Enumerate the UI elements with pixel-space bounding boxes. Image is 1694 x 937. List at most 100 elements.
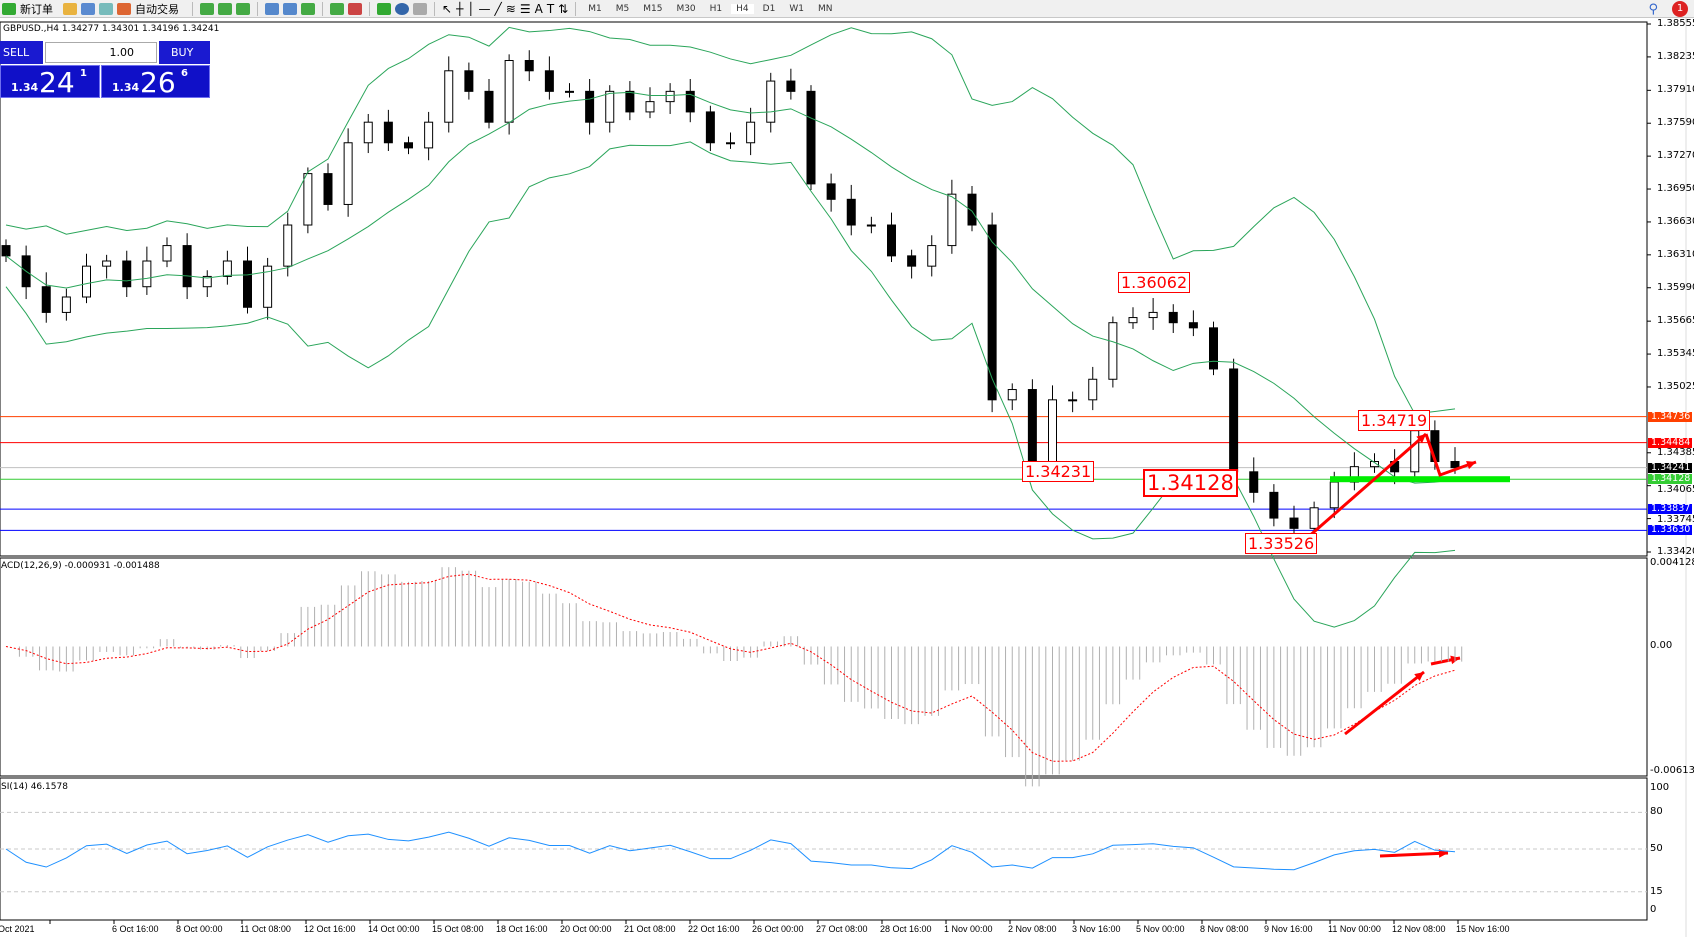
candle-body xyxy=(1309,507,1319,529)
price-axis-label: 1.34385 xyxy=(1657,446,1694,458)
channel-icon[interactable]: ≋ xyxy=(505,1,516,16)
text-icon[interactable]: A xyxy=(534,1,543,16)
auto-trading-button[interactable]: 自动交易 xyxy=(135,2,179,16)
timeframe-h1[interactable]: H1 xyxy=(709,3,723,14)
buy-button[interactable]: BUY xyxy=(159,41,210,64)
price-axis-label: 1.35345 xyxy=(1657,348,1694,360)
arrows-icon[interactable]: ⇅ xyxy=(558,1,569,16)
rsi-axis-label: 80 xyxy=(1650,806,1663,818)
search-icon[interactable]: ⚲ xyxy=(1648,1,1658,17)
candle-body xyxy=(484,90,494,123)
candle-body xyxy=(61,296,71,313)
rsi-axis-label: 100 xyxy=(1650,782,1670,793)
buy-price[interactable]: 1.34 26 6 xyxy=(101,65,210,99)
auto-trading-icon[interactable] xyxy=(117,2,131,15)
database-icon[interactable] xyxy=(81,2,95,15)
timeframe-m5[interactable]: M5 xyxy=(615,3,630,14)
candle-body xyxy=(323,173,333,205)
buy-price-fraction: 6 xyxy=(181,68,188,79)
horizontal-line-icon[interactable]: — xyxy=(478,1,491,16)
candle-body xyxy=(82,265,91,298)
macd-arrow-head xyxy=(1414,672,1424,681)
candle-body xyxy=(1168,311,1178,324)
price-axis-label: 1.37270 xyxy=(1657,150,1694,162)
time-axis-label: 11 Oct 08:00 xyxy=(240,924,291,934)
separator xyxy=(322,1,323,16)
line-chart-icon[interactable] xyxy=(236,2,250,15)
candle-body xyxy=(987,224,997,401)
time-axis-label: 11 Nov 00:00 xyxy=(1328,924,1381,934)
candle-body xyxy=(1,245,11,257)
fibonacci-icon[interactable]: ☰ xyxy=(519,1,531,16)
sell-button[interactable]: SELL xyxy=(0,41,43,64)
price-axis-label: 1.37910 xyxy=(1657,84,1694,96)
candle-body xyxy=(222,260,232,277)
price-axis-label: 1.38235 xyxy=(1657,50,1694,62)
toolbar: 新订单 自动交易 ↖ ┼ │ — ╱ ≋ ☰ A T ⇅ M1 M5 M15 M… xyxy=(0,0,1694,18)
candle-body xyxy=(1088,378,1098,401)
history-icon[interactable] xyxy=(63,2,77,15)
signals-icon[interactable] xyxy=(99,2,113,15)
price-axis-label: 1.35665 xyxy=(1657,315,1694,327)
rsi-pane xyxy=(0,777,1648,921)
zoom-in-icon[interactable] xyxy=(265,2,279,15)
templates-icon[interactable] xyxy=(413,2,427,15)
notification-badge[interactable]: 1 xyxy=(1672,1,1688,17)
macd-signal-line xyxy=(5,573,1456,762)
candle-body xyxy=(846,198,856,226)
tile-windows-icon[interactable] xyxy=(301,2,315,15)
candle-body xyxy=(1450,461,1460,469)
zoom-out-icon[interactable] xyxy=(283,2,297,15)
lot-size-input[interactable]: 1.00 xyxy=(45,42,157,63)
price-tag: 1.33837 xyxy=(1648,504,1692,515)
new-order-button[interactable]: 新订单 xyxy=(20,2,53,16)
price-axis-label: 1.34065 xyxy=(1657,483,1694,495)
rsi-axis-label: 15 xyxy=(1650,885,1663,897)
timeframe-m15[interactable]: M15 xyxy=(643,3,663,14)
time-axis-label: 21 Oct 08:00 xyxy=(624,924,676,934)
vertical-line-icon[interactable]: │ xyxy=(467,1,475,16)
time-axis-label: 26 Oct 00:00 xyxy=(752,924,804,934)
macd-arrow xyxy=(1344,670,1425,736)
new-order-icon[interactable] xyxy=(2,2,16,15)
candle-body xyxy=(625,90,635,113)
crosshair-icon[interactable]: ┼ xyxy=(456,1,464,16)
candlestick-icon[interactable] xyxy=(218,2,232,15)
candle-body xyxy=(786,80,796,92)
indicators-icon[interactable] xyxy=(377,2,391,15)
candle-body xyxy=(363,121,373,144)
periods-icon[interactable] xyxy=(395,2,409,15)
candle-body xyxy=(243,260,252,308)
macd-axis-label: 0.004128 xyxy=(1650,557,1694,568)
text-label-icon[interactable]: T xyxy=(546,1,555,16)
time-axis-label: Oct 2021 xyxy=(0,924,35,934)
price-tag: 1.33630 xyxy=(1648,525,1692,536)
timeframe-mn[interactable]: MN xyxy=(817,3,833,14)
time-axis-label: 15 Oct 08:00 xyxy=(432,924,484,934)
buy-price-prefix: 1.34 xyxy=(112,81,140,94)
candle-body xyxy=(907,255,917,267)
bar-chart-icon[interactable] xyxy=(200,2,214,15)
chart-shift-icon[interactable] xyxy=(348,2,362,15)
candle-body xyxy=(947,193,957,247)
candle-body xyxy=(1229,368,1239,473)
sell-price[interactable]: 1.34 24 1 xyxy=(0,65,100,99)
trend-arrow-up xyxy=(1306,432,1427,540)
macd-title: ACD(12,26,9) -0.000931 -0.001488 xyxy=(1,561,160,571)
timeframe-m30[interactable]: M30 xyxy=(676,3,696,14)
cursor-icon[interactable]: ↖ xyxy=(442,1,453,16)
timeframe-h4[interactable]: H4 xyxy=(731,3,754,14)
support-zone-bar xyxy=(1330,476,1510,483)
timeframe-m1[interactable]: M1 xyxy=(588,3,602,14)
time-axis-label: 2 Nov 08:00 xyxy=(1008,924,1057,934)
time-axis-label: 14 Oct 00:00 xyxy=(368,924,420,934)
candle-body xyxy=(826,183,836,200)
autoscroll-icon[interactable] xyxy=(330,2,344,15)
candle-body xyxy=(1209,327,1218,370)
candle-body xyxy=(1128,317,1138,324)
timeframe-d1[interactable]: D1 xyxy=(762,3,776,14)
trendline-icon[interactable]: ╱ xyxy=(494,1,502,16)
timeframe-w1[interactable]: W1 xyxy=(789,3,804,14)
candle-body xyxy=(142,260,152,288)
